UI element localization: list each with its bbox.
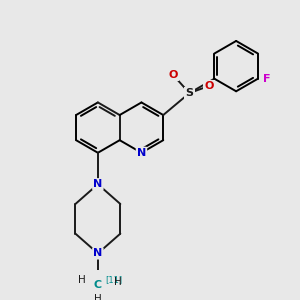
Text: O: O bbox=[205, 81, 214, 91]
Text: N: N bbox=[93, 179, 103, 189]
Text: O: O bbox=[169, 70, 178, 80]
Text: H: H bbox=[94, 294, 102, 300]
Text: C: C bbox=[94, 280, 102, 290]
Text: H: H bbox=[114, 277, 122, 287]
Text: F: F bbox=[263, 74, 271, 84]
Text: H: H bbox=[78, 275, 86, 285]
Text: S: S bbox=[185, 88, 194, 98]
Text: [11]: [11] bbox=[105, 275, 122, 284]
Text: N: N bbox=[137, 148, 146, 158]
Text: N: N bbox=[93, 248, 103, 258]
